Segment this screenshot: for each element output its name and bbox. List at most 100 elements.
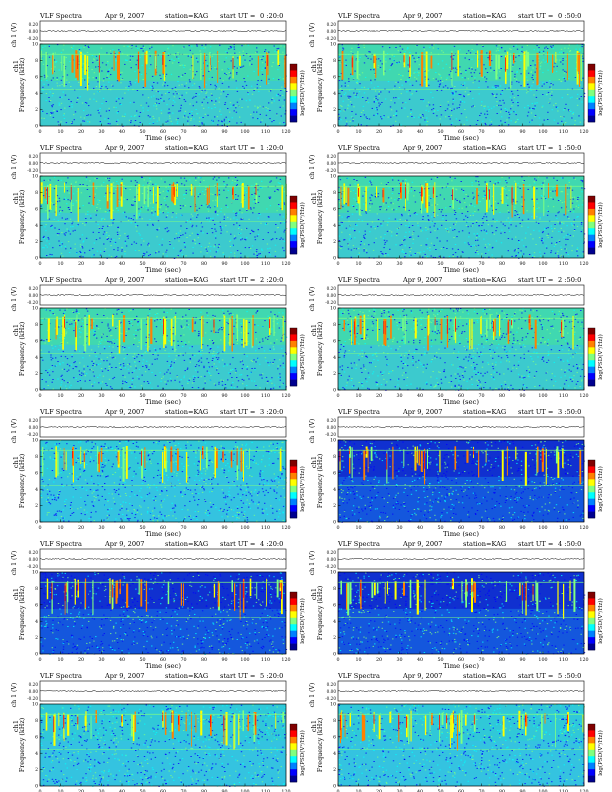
x-tick-label: 60 bbox=[458, 657, 464, 663]
x-tick-label: 40 bbox=[417, 129, 423, 135]
spectrogram-sferics bbox=[45, 710, 285, 750]
colorbar-step bbox=[290, 630, 297, 638]
colorbar-step bbox=[588, 479, 595, 487]
vlf-line bbox=[338, 185, 584, 187]
colorbar-step bbox=[588, 743, 595, 751]
colorbar-step bbox=[588, 769, 595, 776]
channel-label: ch1 bbox=[310, 456, 318, 468]
y-tick-label: 10 bbox=[330, 174, 336, 180]
colorbar-step bbox=[588, 208, 595, 216]
spectrogram-noise bbox=[338, 440, 585, 523]
x-axis-label: Time (sec) bbox=[145, 134, 181, 142]
amplitude-strip: 0.20 0.00 -0.20 ch 1 (V) bbox=[11, 548, 287, 576]
vlf-line bbox=[40, 485, 286, 486]
x-tick-label: 10 bbox=[57, 393, 63, 399]
colorbar-step bbox=[588, 592, 595, 599]
x-tick-label: 100 bbox=[240, 393, 249, 399]
colorbar: log(PSD(V²/Hz)) bbox=[587, 195, 604, 255]
x-tick-label: 30 bbox=[396, 129, 402, 135]
panel-title: VLF Spectra bbox=[337, 12, 380, 20]
vlf-line bbox=[338, 221, 584, 222]
vlf-line bbox=[40, 353, 286, 354]
colorbar: log(PSD(V²/Hz)) bbox=[289, 591, 306, 651]
x-tick-label: 20 bbox=[376, 261, 382, 267]
spectrogram-lower-band bbox=[40, 476, 286, 522]
x-tick-label: 80 bbox=[201, 657, 207, 663]
colorbar: log(PSD(V²/Hz)) bbox=[289, 723, 306, 783]
x-tick-label: 120 bbox=[281, 525, 290, 531]
x-axis-label: Time (sec) bbox=[443, 134, 479, 142]
colorbar-step bbox=[290, 624, 297, 631]
spectrogram-lower-band bbox=[40, 212, 286, 258]
colorbar-step bbox=[588, 102, 595, 110]
y-tick-label: 8 bbox=[333, 586, 336, 592]
spectrogram-sferics bbox=[339, 710, 584, 751]
panel-date: Apr 9, 2007 bbox=[104, 144, 144, 152]
amplitude-trace bbox=[39, 425, 287, 429]
channel-label: ch1 bbox=[12, 456, 20, 468]
amplitude-tick-label: 0.20 bbox=[29, 154, 39, 159]
channel-label: ch1 bbox=[310, 588, 318, 600]
spectrogram-lower-band bbox=[338, 740, 584, 786]
panel-start-label: start UT = bbox=[220, 540, 255, 548]
colorbar-step bbox=[290, 736, 297, 744]
spectrogram-sferics bbox=[341, 50, 582, 89]
colorbar-label: log(PSD(V²/Hz)) bbox=[597, 730, 604, 776]
vlf-line bbox=[40, 749, 286, 750]
spectrogram-panel: VLF Spectra Apr 9, 2007 station=KAG start U… bbox=[309, 540, 604, 670]
panel-title: VLF Spectra bbox=[39, 276, 82, 284]
y-tick-label: 6 bbox=[35, 734, 38, 740]
y-tick-label: 8 bbox=[35, 586, 38, 592]
spectrogram-panel: VLF Spectra Apr 9, 2007 station=KAG start U… bbox=[11, 12, 306, 142]
colorbar-step bbox=[290, 775, 297, 783]
y-tick-label: 10 bbox=[330, 42, 336, 48]
x-tick-label: 10 bbox=[355, 657, 361, 663]
panel-station: station=KAG bbox=[463, 672, 506, 680]
amplitude-trace bbox=[39, 689, 287, 693]
x-tick-label: 80 bbox=[201, 393, 207, 399]
x-tick-label: 100 bbox=[240, 129, 249, 135]
colorbar-label: log(PSD(V²/Hz)) bbox=[597, 70, 604, 116]
y-tick-label: 0 bbox=[333, 388, 336, 394]
x-axis-label: Time (sec) bbox=[145, 662, 181, 670]
spectrogram-noise bbox=[40, 44, 288, 127]
amplitude-strip: 0.20 0.00 -0.20 ch 1 (V) bbox=[11, 284, 287, 311]
spectrogram-panel: VLF Spectra Apr 9, 2007 station=KAG start U… bbox=[11, 540, 306, 670]
x-tick-label: 60 bbox=[458, 525, 464, 531]
amplitude-tick-label: 0.20 bbox=[327, 550, 337, 555]
x-tick-label: 110 bbox=[261, 393, 270, 399]
spectrogram-sferics bbox=[41, 50, 287, 91]
colorbar: log(PSD(V²/Hz)) bbox=[289, 327, 306, 387]
amplitude-axis-label: ch 1 (V) bbox=[11, 551, 18, 576]
x-tick-label: 10 bbox=[57, 657, 63, 663]
amplitude-axis-label: ch 1 (V) bbox=[309, 683, 316, 708]
channel-label: ch1 bbox=[310, 60, 318, 72]
panel-start-label: start UT = bbox=[518, 12, 553, 20]
y-tick-label: 0 bbox=[333, 784, 336, 790]
amplitude-strip: 0.20 0.00 -0.20 ch 1 (V) bbox=[11, 416, 287, 443]
colorbar-step bbox=[588, 366, 595, 374]
amplitude-tick-label: 0.00 bbox=[29, 293, 39, 298]
amplitude-axis-label: ch 1 (V) bbox=[309, 551, 316, 576]
colorbar-step bbox=[588, 736, 595, 744]
x-tick-label: 60 bbox=[458, 789, 464, 792]
panel-date: Apr 9, 2007 bbox=[402, 144, 442, 152]
x-tick-label: 30 bbox=[396, 657, 402, 663]
panel-date: Apr 9, 2007 bbox=[104, 12, 144, 20]
colorbar-step bbox=[588, 109, 595, 116]
amplitude-tick-label: 0.20 bbox=[29, 418, 39, 423]
x-tick-label: 20 bbox=[376, 789, 382, 792]
vlf-line bbox=[338, 353, 584, 354]
x-tick-label: 80 bbox=[499, 525, 505, 531]
x-tick-label: 110 bbox=[559, 525, 568, 531]
colorbar-step bbox=[290, 347, 297, 355]
x-tick-label: 60 bbox=[458, 261, 464, 267]
x-tick-label: 50 bbox=[437, 261, 443, 267]
channel-label: ch1 bbox=[12, 324, 20, 336]
y-tick-label: 8 bbox=[333, 322, 336, 328]
colorbar-step bbox=[290, 598, 297, 606]
colorbar-step bbox=[290, 373, 297, 380]
x-tick-label: 40 bbox=[119, 789, 125, 792]
x-tick-label: 40 bbox=[119, 129, 125, 135]
